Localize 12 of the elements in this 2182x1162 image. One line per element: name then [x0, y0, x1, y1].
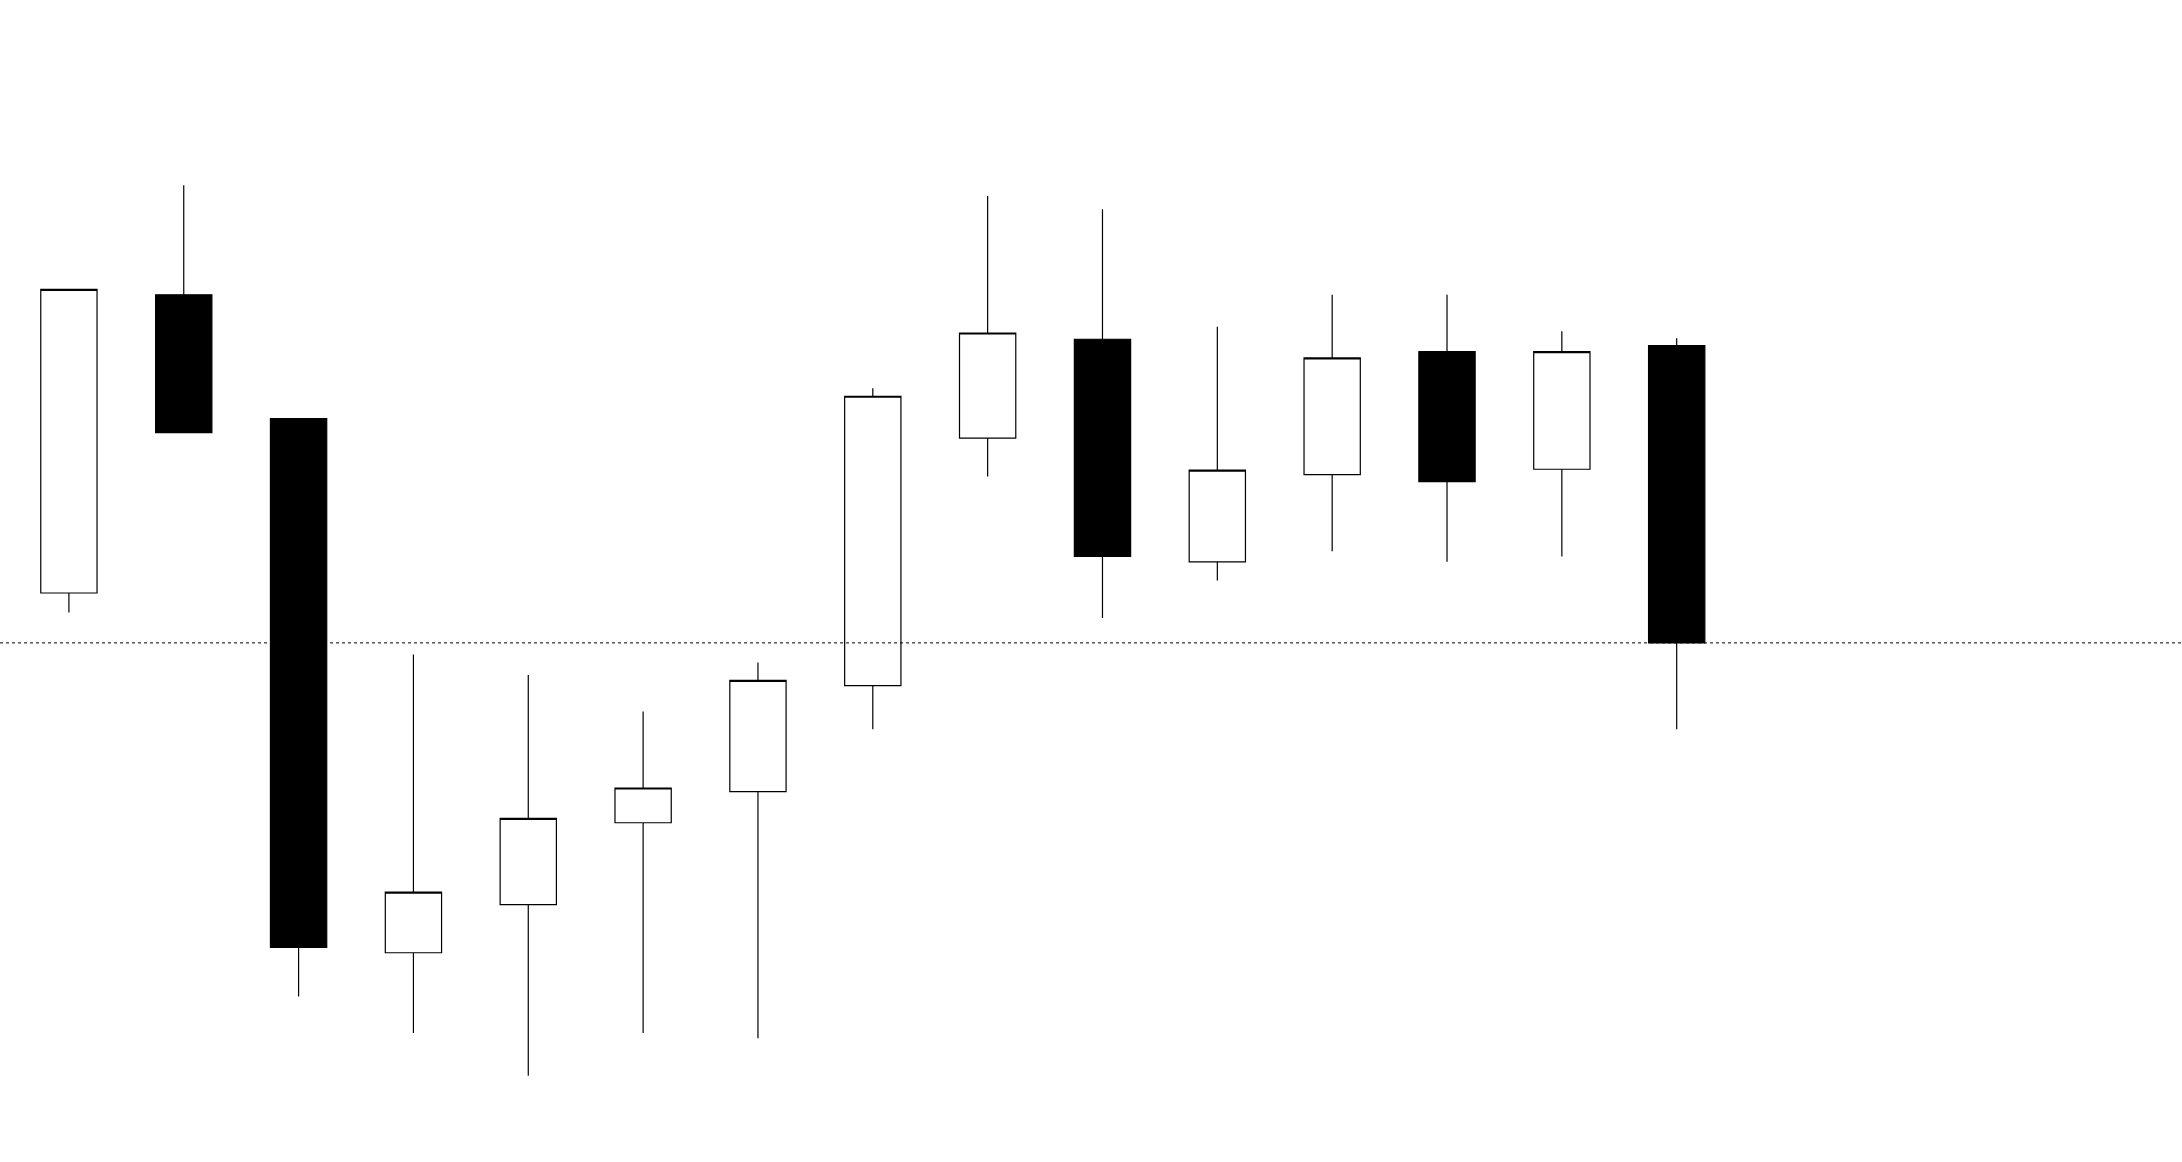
candlestick — [40, 288, 98, 614]
candlestick — [1188, 326, 1247, 582]
candlestick — [729, 661, 787, 1039]
candlestick — [614, 710, 672, 1034]
candlestick — [1418, 294, 1476, 563]
candlestick — [155, 184, 213, 434]
candlestick — [499, 674, 558, 1077]
candlestick — [1303, 294, 1361, 552]
candlestick — [958, 195, 1017, 477]
candlestick — [1073, 208, 1132, 619]
candlestick — [1533, 330, 1591, 558]
candlestick — [384, 653, 443, 1034]
